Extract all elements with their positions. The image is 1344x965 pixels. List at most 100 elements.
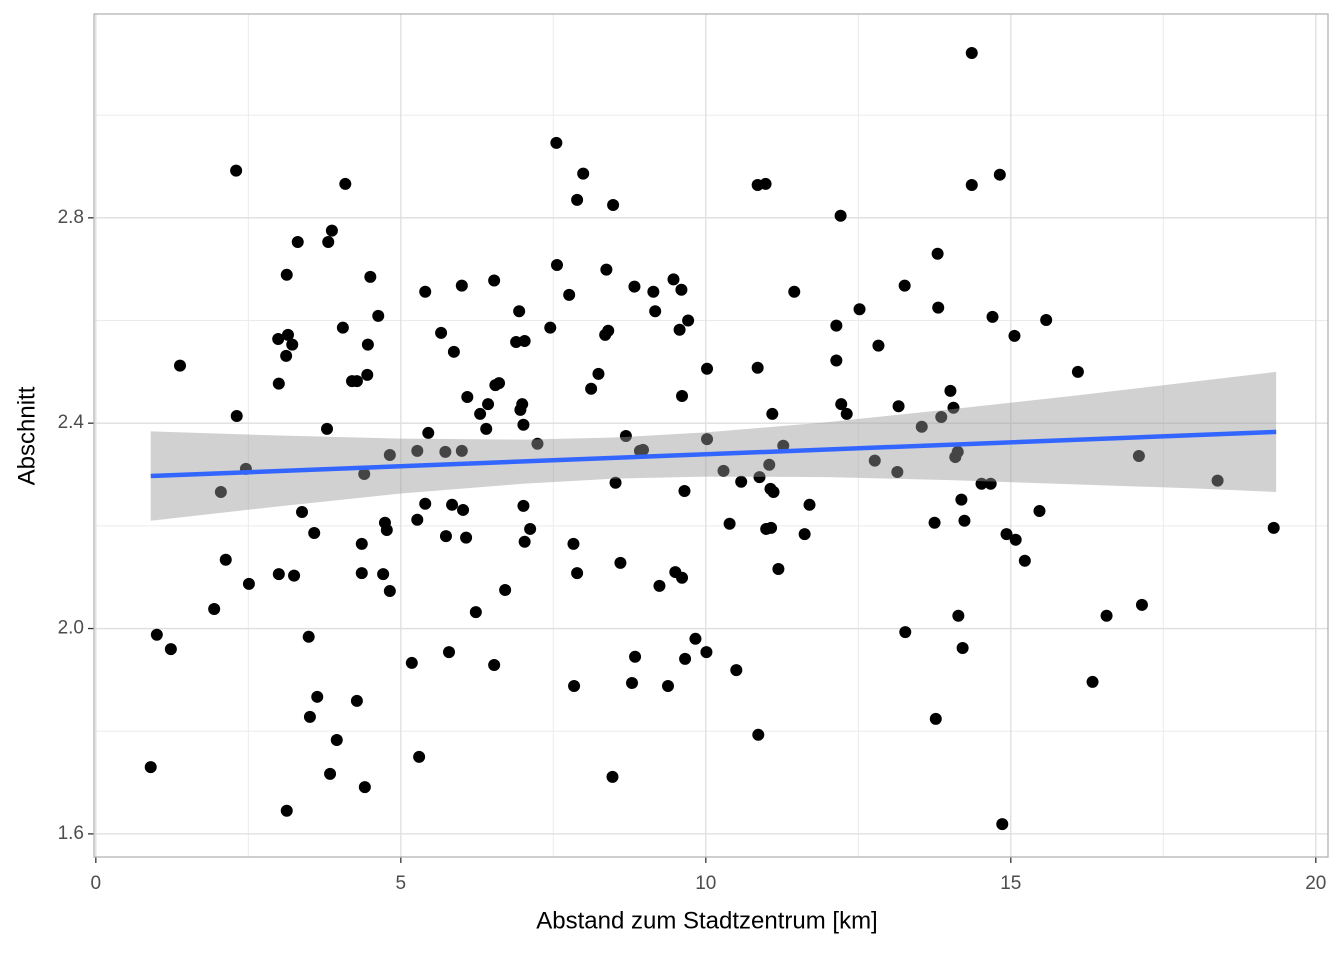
point: [986, 310, 999, 323]
point: [413, 750, 426, 763]
point: [308, 527, 321, 540]
point: [834, 209, 847, 222]
point: [383, 585, 396, 598]
point: [891, 465, 904, 478]
point: [499, 584, 512, 597]
point: [469, 606, 482, 619]
point: [723, 517, 736, 530]
point: [302, 630, 315, 643]
point: [280, 349, 293, 362]
point: [280, 268, 293, 281]
point: [272, 568, 285, 581]
point: [965, 178, 978, 191]
point: [364, 270, 377, 283]
point: [286, 338, 299, 351]
point: [325, 224, 338, 237]
point: [947, 401, 960, 414]
point: [303, 710, 316, 723]
point: [524, 522, 537, 535]
point: [929, 712, 942, 725]
point: [272, 332, 285, 345]
point: [281, 328, 294, 341]
point: [455, 444, 468, 457]
point: [614, 556, 627, 569]
point: [518, 535, 531, 548]
point: [493, 377, 506, 390]
point: [361, 338, 374, 351]
point: [765, 521, 778, 534]
point: [730, 664, 743, 677]
point: [840, 407, 853, 420]
point: [735, 475, 748, 488]
point: [975, 477, 988, 490]
point: [144, 761, 157, 774]
point: [689, 632, 702, 645]
point: [550, 136, 563, 149]
point: [676, 571, 689, 584]
panel-border: [93, 13, 1329, 858]
point: [1267, 521, 1280, 534]
point: [956, 642, 969, 655]
point: [568, 680, 581, 693]
point: [1009, 533, 1022, 546]
point: [577, 167, 590, 180]
point: [1132, 450, 1145, 463]
point: [482, 398, 495, 411]
point: [1033, 504, 1046, 517]
point: [609, 476, 622, 489]
point: [544, 321, 557, 334]
point: [457, 503, 470, 516]
point: [291, 235, 304, 248]
point: [952, 609, 965, 622]
point: [868, 454, 881, 467]
x-tick-label: 20: [1305, 873, 1326, 894]
point: [336, 321, 349, 334]
y-tick-label: 1.6: [58, 823, 84, 844]
point: [1100, 609, 1113, 622]
point: [480, 422, 493, 435]
point: [996, 818, 1009, 831]
point: [321, 422, 334, 435]
point: [872, 339, 885, 352]
point: [753, 471, 766, 484]
point: [405, 656, 418, 669]
point: [798, 528, 811, 541]
point: [835, 398, 848, 411]
point: [383, 449, 396, 462]
confidence-band: [150, 371, 1277, 521]
point: [661, 680, 674, 693]
point: [759, 177, 772, 190]
point: [513, 305, 526, 318]
x-tick-label: 0: [91, 873, 102, 894]
point: [488, 658, 501, 671]
point: [339, 177, 352, 190]
point: [447, 345, 460, 358]
point: [679, 652, 692, 665]
point: [636, 443, 649, 456]
point: [1086, 675, 1099, 688]
point: [330, 733, 343, 746]
point: [411, 513, 424, 526]
point: [752, 728, 765, 741]
point: [931, 247, 944, 260]
point: [324, 767, 337, 780]
point: [682, 314, 695, 327]
point: [951, 445, 964, 458]
point: [619, 430, 632, 443]
point: [717, 464, 730, 477]
point: [377, 568, 390, 581]
point: [701, 362, 714, 375]
point: [751, 361, 764, 374]
point: [531, 437, 544, 450]
point: [1211, 474, 1224, 487]
point: [435, 326, 448, 339]
y-tick-label: 2.0: [58, 618, 84, 639]
point: [602, 324, 615, 337]
point: [380, 523, 393, 536]
point: [830, 354, 843, 367]
point: [1018, 554, 1031, 567]
x-axis-title: Abstand zum Stadtzentrum [km]: [536, 907, 877, 934]
point: [803, 498, 816, 511]
point: [772, 562, 785, 575]
point: [675, 283, 688, 296]
